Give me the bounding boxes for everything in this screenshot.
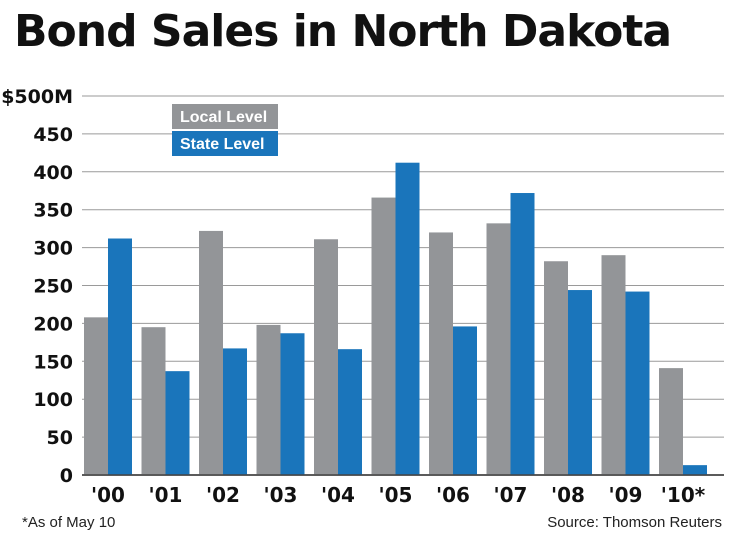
chart-title: Bond Sales in North Dakota [14, 6, 672, 57]
x-tick-label: '07 [494, 483, 528, 507]
x-tick-label: '02 [206, 483, 240, 507]
bar-state [510, 193, 535, 476]
bar-state [683, 465, 707, 475]
bar-state [223, 348, 247, 475]
y-tick-label: 400 [33, 162, 73, 184]
y-tick-label: 200 [33, 313, 73, 335]
legend: Local Level State Level [172, 104, 278, 156]
y-tick-label: 0 [60, 465, 73, 487]
x-tick-label: '10* [661, 483, 706, 507]
x-tick-label: '03 [264, 483, 298, 507]
x-tick-label: '04 [321, 483, 355, 507]
x-tick-label: '09 [609, 483, 643, 507]
bar-state [280, 333, 305, 475]
bar-local [659, 368, 683, 475]
legend-swatch [172, 104, 278, 129]
x-tick-label: '00 [91, 483, 125, 507]
y-tick-label: 50 [47, 427, 73, 449]
x-tick-labels: '00 '01 '02 '03 '04 '05 '06 '07 '08 '09 '10* [91, 483, 706, 507]
x-tick-label: '01 [149, 483, 183, 507]
bar-state [395, 162, 420, 476]
bar-state [568, 290, 592, 475]
x-tick-label: '08 [551, 483, 585, 507]
bar-local [314, 239, 338, 475]
bars [82, 162, 724, 476]
footnote: *As of May 10 [22, 514, 116, 531]
x-tick-label: '06 [436, 483, 470, 507]
y-tick-label: 450 [33, 124, 73, 146]
x-tick-label: '05 [379, 483, 413, 507]
bar-state [453, 326, 477, 475]
bar-local [199, 230, 223, 475]
bar-local [256, 324, 281, 475]
y-tick-label: 300 [33, 238, 73, 260]
bar-state [165, 371, 190, 475]
legend-swatch [172, 131, 278, 156]
bar-state [338, 349, 362, 475]
bar-local [429, 232, 453, 475]
bar-state [625, 291, 650, 475]
bar-local [601, 255, 626, 475]
y-tick-label: 150 [33, 351, 73, 373]
source-note: Source: Thomson Reuters [547, 514, 722, 531]
y-tick-label: 350 [33, 200, 73, 222]
bar-local [371, 197, 396, 475]
y-tick-label: 100 [33, 389, 73, 411]
legend-label: State Level [180, 136, 264, 153]
bar-local [544, 261, 568, 475]
y-tick-label: 250 [33, 276, 73, 298]
y-tick-label: $500M [1, 86, 73, 108]
bar-local [486, 223, 511, 475]
bar-local [141, 327, 166, 475]
y-tick-labels: 0 50 100 150 200 250 300 350 400 450 $500M [1, 86, 73, 487]
legend-label: Local Level [180, 109, 267, 126]
bar-state [108, 238, 132, 475]
bar-local [84, 317, 108, 475]
